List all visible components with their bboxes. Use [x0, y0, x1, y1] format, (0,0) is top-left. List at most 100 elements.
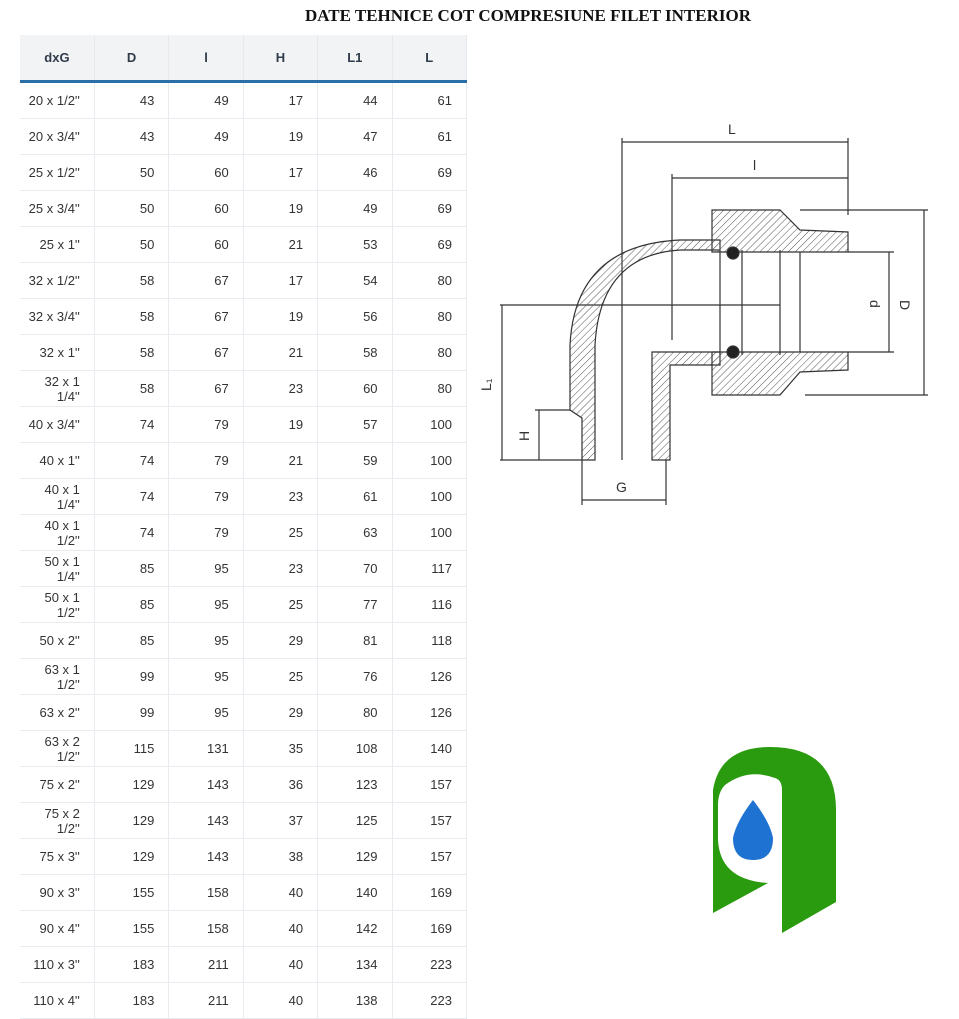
table-cell: 157: [392, 802, 468, 839]
table-cell: 95: [168, 622, 244, 659]
table-row: 25 x 1'' 50 60 21 53 69: [20, 226, 468, 263]
fitting-body: [569, 209, 849, 461]
table-cell: 129: [94, 838, 170, 875]
table-cell: 76: [317, 658, 393, 695]
table-cell: 223: [392, 946, 468, 983]
dim-label-L: L: [728, 121, 736, 137]
table-row: 50 x 1 1/4'' 85 95 23 70 117: [20, 550, 468, 587]
table-cell: 143: [168, 802, 244, 839]
table-cell: 74: [94, 478, 170, 515]
table-cell: 21: [243, 334, 319, 371]
table-row: 50 x 1 1/2'' 85 95 25 77 116: [20, 586, 468, 623]
table-cell: 40 x 3/4'': [20, 406, 95, 443]
table-cell: 69: [392, 154, 468, 191]
table-cell: 140: [392, 730, 468, 767]
table-cell: 108: [317, 730, 393, 767]
table-cell: 79: [168, 478, 244, 515]
company-logo: [713, 747, 836, 933]
table-cell: 54: [317, 262, 393, 299]
table-cell: 80: [392, 262, 468, 299]
table-cell: 183: [94, 946, 170, 983]
table-cell: 138: [317, 982, 393, 1019]
table-row: 110 x 3'' 183 211 40 134 223: [20, 946, 468, 983]
table-cell: 100: [392, 514, 468, 551]
table-cell: 19: [243, 190, 319, 227]
table-cell: 38: [243, 838, 319, 875]
table-cell: 58: [94, 370, 170, 407]
table-cell: 44: [317, 81, 393, 119]
table-cell: 67: [168, 262, 244, 299]
table-cell: 90 x 4'': [20, 910, 95, 947]
table-cell: 23: [243, 370, 319, 407]
column-header: H: [243, 35, 319, 83]
table-cell: 129: [94, 766, 170, 803]
table-cell: 123: [317, 766, 393, 803]
table-row: 63 x 1 1/2'' 99 95 25 76 126: [20, 658, 468, 695]
table-cell: 99: [94, 658, 170, 695]
elbow-fitting-technical-drawing: L l d D L₁ H G: [480, 121, 928, 505]
table-cell: 60: [168, 190, 244, 227]
table-cell: 21: [243, 442, 319, 479]
table-row: 32 x 1 1/4'' 58 67 23 60 80: [20, 370, 468, 407]
dim-label-D: D: [897, 300, 913, 310]
table-cell: 40: [243, 874, 319, 911]
table-cell: 60: [317, 370, 393, 407]
table-cell: 77: [317, 586, 393, 623]
table-cell: 63 x 2 1/2'': [20, 730, 95, 767]
table-cell: 19: [243, 406, 319, 443]
table-cell: 17: [243, 154, 319, 191]
dim-label-l: l: [753, 157, 756, 173]
table-row: 40 x 1 1/2'' 74 79 25 63 100: [20, 514, 468, 551]
column-header: L1: [317, 35, 393, 83]
table-cell: 129: [94, 802, 170, 839]
table-cell: 117: [392, 550, 468, 587]
table-cell: 63 x 1 1/2'': [20, 658, 95, 695]
table-cell: 20 x 1/2'': [20, 81, 95, 119]
table-cell: 50 x 1 1/2'': [20, 586, 95, 623]
table-cell: 155: [94, 874, 170, 911]
table-cell: 25 x 1'': [20, 226, 95, 263]
table-cell: 47: [317, 118, 393, 155]
table-cell: 100: [392, 478, 468, 515]
table-cell: 158: [168, 910, 244, 947]
table-cell: 157: [392, 838, 468, 875]
table-cell: 25: [243, 586, 319, 623]
table-cell: 25 x 1/2'': [20, 154, 95, 191]
table-cell: 95: [168, 694, 244, 731]
table-cell: 85: [94, 550, 170, 587]
table-cell: 25: [243, 658, 319, 695]
table-cell: 211: [168, 946, 244, 983]
table-cell: 75 x 3'': [20, 838, 95, 875]
table-cell: 115: [94, 730, 170, 767]
table-cell: 80: [392, 370, 468, 407]
table-row: 20 x 3/4'' 43 49 19 47 61: [20, 118, 468, 155]
table-cell: 40: [243, 910, 319, 947]
table-row: 110 x 4'' 183 211 40 138 223: [20, 982, 468, 1019]
table-cell: 21: [243, 226, 319, 263]
table-cell: 110 x 4'': [20, 982, 95, 1019]
table-cell: 116: [392, 586, 468, 623]
table-cell: 50: [94, 226, 170, 263]
table-cell: 75 x 2'': [20, 766, 95, 803]
column-header: L: [392, 35, 468, 83]
table-cell: 29: [243, 622, 319, 659]
table-cell: 69: [392, 226, 468, 263]
table-cell: 75 x 2 1/2'': [20, 802, 95, 839]
table-cell: 129: [317, 838, 393, 875]
table-cell: 58: [94, 334, 170, 371]
table-cell: 61: [392, 81, 468, 119]
dim-label-H: H: [516, 431, 532, 441]
table-row: 32 x 1'' 58 67 21 58 80: [20, 334, 468, 371]
table-cell: 32 x 1'': [20, 334, 95, 371]
table-cell: 58: [94, 298, 170, 335]
table-cell: 100: [392, 442, 468, 479]
table-cell: 40 x 1'': [20, 442, 95, 479]
table-cell: 32 x 1/2'': [20, 262, 95, 299]
table-cell: 49: [168, 118, 244, 155]
table-cell: 143: [168, 766, 244, 803]
table-cell: 40 x 1 1/2'': [20, 514, 95, 551]
table-cell: 50: [94, 154, 170, 191]
table-cell: 56: [317, 298, 393, 335]
column-header: l: [168, 35, 244, 83]
dim-label-L1: L₁: [480, 378, 494, 391]
